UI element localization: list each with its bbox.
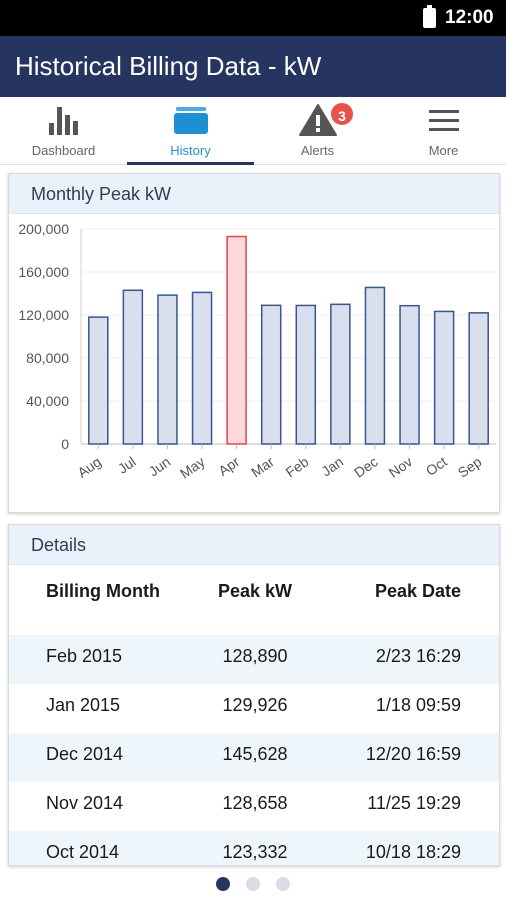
chart-bar-dec <box>364 286 386 445</box>
battery-icon <box>423 5 436 28</box>
y-tick-label: 40,000 <box>26 393 69 409</box>
page-dot-1[interactable] <box>216 877 230 891</box>
table-row[interactable]: Feb 2015 128,890 2/23 16:29 <box>9 635 499 684</box>
tab-label-history: History <box>170 143 211 158</box>
monthly-peak-chart: 0 40,000 80,000 120,000 160,000 200,000 Aug Jul… <box>18 221 496 482</box>
x-tick-label: May <box>177 453 208 481</box>
chart-bar-mar <box>260 304 282 445</box>
chart-bar-jan <box>330 303 351 445</box>
x-tick-label: Nov <box>386 453 416 480</box>
cell-peak-date: 1/18 09:59 <box>375 695 461 715</box>
table-row[interactable]: Nov 2014 128,658 11/25 19:29 <box>9 782 499 831</box>
chart-bar-oct <box>433 310 455 445</box>
tab-alerts[interactable]: 3 Alerts <box>254 97 381 165</box>
x-tick-label: Jun <box>146 453 174 479</box>
column-header-peak-kw: Peak kW <box>217 581 293 601</box>
bar-chart-icon <box>48 107 78 135</box>
tab-label-more: More <box>428 143 459 158</box>
y-tick-label: 160,000 <box>18 264 69 280</box>
tab-more[interactable]: More <box>380 97 506 165</box>
cell-peak-date: 11/25 19:29 <box>367 793 461 813</box>
page-title: Historical Billing Data - kW <box>15 51 322 81</box>
page-dot-3[interactable] <box>276 877 290 891</box>
x-tick-label: Apr <box>215 453 242 479</box>
chart-bar-apr <box>226 235 247 445</box>
chart-bar-nov <box>399 304 420 445</box>
x-tick-label: Sep <box>455 453 485 481</box>
table-row[interactable]: Jan 2015 129,926 1/18 09:59 <box>9 684 499 733</box>
cell-month: Nov 2014 <box>46 793 124 813</box>
cell-peak-kw: 128,658 <box>222 793 288 813</box>
y-tick-label: 80,000 <box>26 350 69 366</box>
status-bar: 12:00 <box>0 0 506 36</box>
app-bar: Historical Billing Data - kW <box>0 36 506 97</box>
cell-month: Oct 2014 <box>46 842 120 862</box>
chart-card: Monthly Peak kW 0 40,000 80,000 120,000 160,… <box>8 173 500 513</box>
chart-bar-jun <box>157 294 178 445</box>
chart-card-header: Monthly Peak kW <box>9 174 499 214</box>
tab-label-dashboard: Dashboard <box>31 143 96 158</box>
chart-bar-feb <box>295 304 317 445</box>
cell-peak-date: 2/23 16:29 <box>375 646 461 666</box>
x-tick-label: Oct <box>423 453 450 479</box>
column-header-billing-month: Billing Month <box>46 581 160 601</box>
table-row[interactable]: Dec 2014 145,628 12/20 16:59 <box>9 733 499 782</box>
cell-peak-kw: 123,332 <box>222 842 288 862</box>
x-tick-label: Feb <box>283 453 312 480</box>
details-card-header: Details <box>9 525 499 565</box>
chart-bar-jul <box>122 289 144 445</box>
tab-label-alerts: Alerts <box>300 143 335 158</box>
cell-peak-kw: 128,890 <box>222 646 288 666</box>
y-tick-label: 0 <box>61 436 69 452</box>
tab-dashboard[interactable]: Dashboard <box>0 97 127 165</box>
cell-month: Dec 2014 <box>46 744 124 764</box>
alerts-badge: 3 <box>329 101 355 127</box>
details-card: Details Billing Month Peak kW Peak Date … <box>8 524 500 866</box>
table-body: Feb 2015 128,890 2/23 16:29 Jan 2015 129… <box>9 635 499 865</box>
x-tick-label: Mar <box>248 453 277 480</box>
status-time: 12:00 <box>445 7 494 28</box>
chart-bar-aug <box>88 316 109 445</box>
x-tick-label: Jul <box>115 453 139 476</box>
cell-month: Feb 2015 <box>46 646 123 666</box>
cell-peak-date: 10/18 18:29 <box>365 842 461 862</box>
page-dot-2[interactable] <box>246 877 260 891</box>
y-tick-label: 120,000 <box>18 307 69 323</box>
x-tick-label: Aug <box>74 453 104 480</box>
menu-icon <box>428 110 459 131</box>
page-indicator <box>0 877 506 893</box>
y-tick-label: 200,000 <box>18 221 69 237</box>
chart-bar-may <box>191 291 213 445</box>
cell-peak-kw: 145,628 <box>222 744 288 764</box>
table-row[interactable]: Oct 2014 123,332 10/18 18:29 <box>9 831 499 865</box>
tab-history[interactable]: History <box>127 97 254 165</box>
table-header: Billing Month Peak kW Peak Date <box>9 565 499 635</box>
warning-icon <box>298 104 337 136</box>
cell-peak-kw: 129,926 <box>222 695 288 715</box>
cell-peak-date: 12/20 16:59 <box>365 744 461 764</box>
column-header-peak-date: Peak Date <box>374 581 461 601</box>
chart-bar-sep <box>468 312 489 445</box>
x-tick-label: Jan <box>318 453 346 479</box>
x-tick-label: Dec <box>351 453 381 480</box>
cell-month: Jan 2015 <box>46 695 121 715</box>
tab-bar: Dashboard History 3 Alerts <box>0 97 506 165</box>
folder-icon <box>173 107 208 134</box>
